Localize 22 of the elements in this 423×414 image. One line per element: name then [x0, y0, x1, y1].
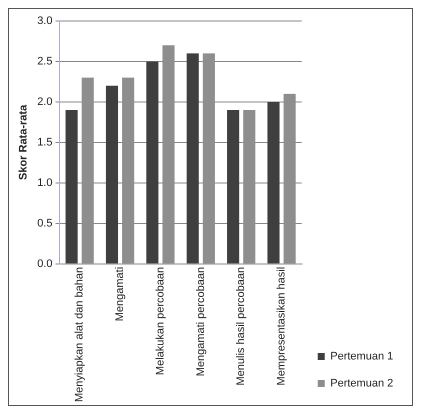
x-tick-label: Mengamati — [114, 266, 126, 322]
y-tick-label: 0.5 — [37, 217, 52, 230]
y-tick-label: 2.5 — [37, 56, 52, 68]
bar — [267, 102, 280, 264]
bar — [66, 110, 78, 264]
bar — [227, 110, 240, 264]
x-tick-label: Melakukan percobaan — [154, 266, 166, 376]
y-tick-label: 1.5 — [37, 136, 52, 148]
x-tick-label: Menulis hasil percobaan — [235, 266, 248, 386]
x-tick-label: Mempresentasikan hasil — [276, 266, 288, 386]
bar — [106, 86, 118, 264]
y-tick-label: 1.0 — [37, 176, 52, 189]
y-tick-label: 3.0 — [37, 15, 52, 28]
x-tick-label: Menyiapkan alat dan bahan — [74, 266, 86, 402]
legend-label: Pertemuan 1 — [330, 350, 394, 363]
y-axis-title: Skor Rata-rata — [18, 104, 30, 180]
y-tick-label: 0.0 — [37, 258, 52, 270]
bar — [186, 53, 199, 264]
legend-label: Pertemuan 2 — [330, 378, 394, 390]
x-tick-label: Mengamati percobaan — [194, 266, 207, 376]
y-tick-label: 2.0 — [37, 96, 52, 108]
bar — [146, 61, 158, 264]
